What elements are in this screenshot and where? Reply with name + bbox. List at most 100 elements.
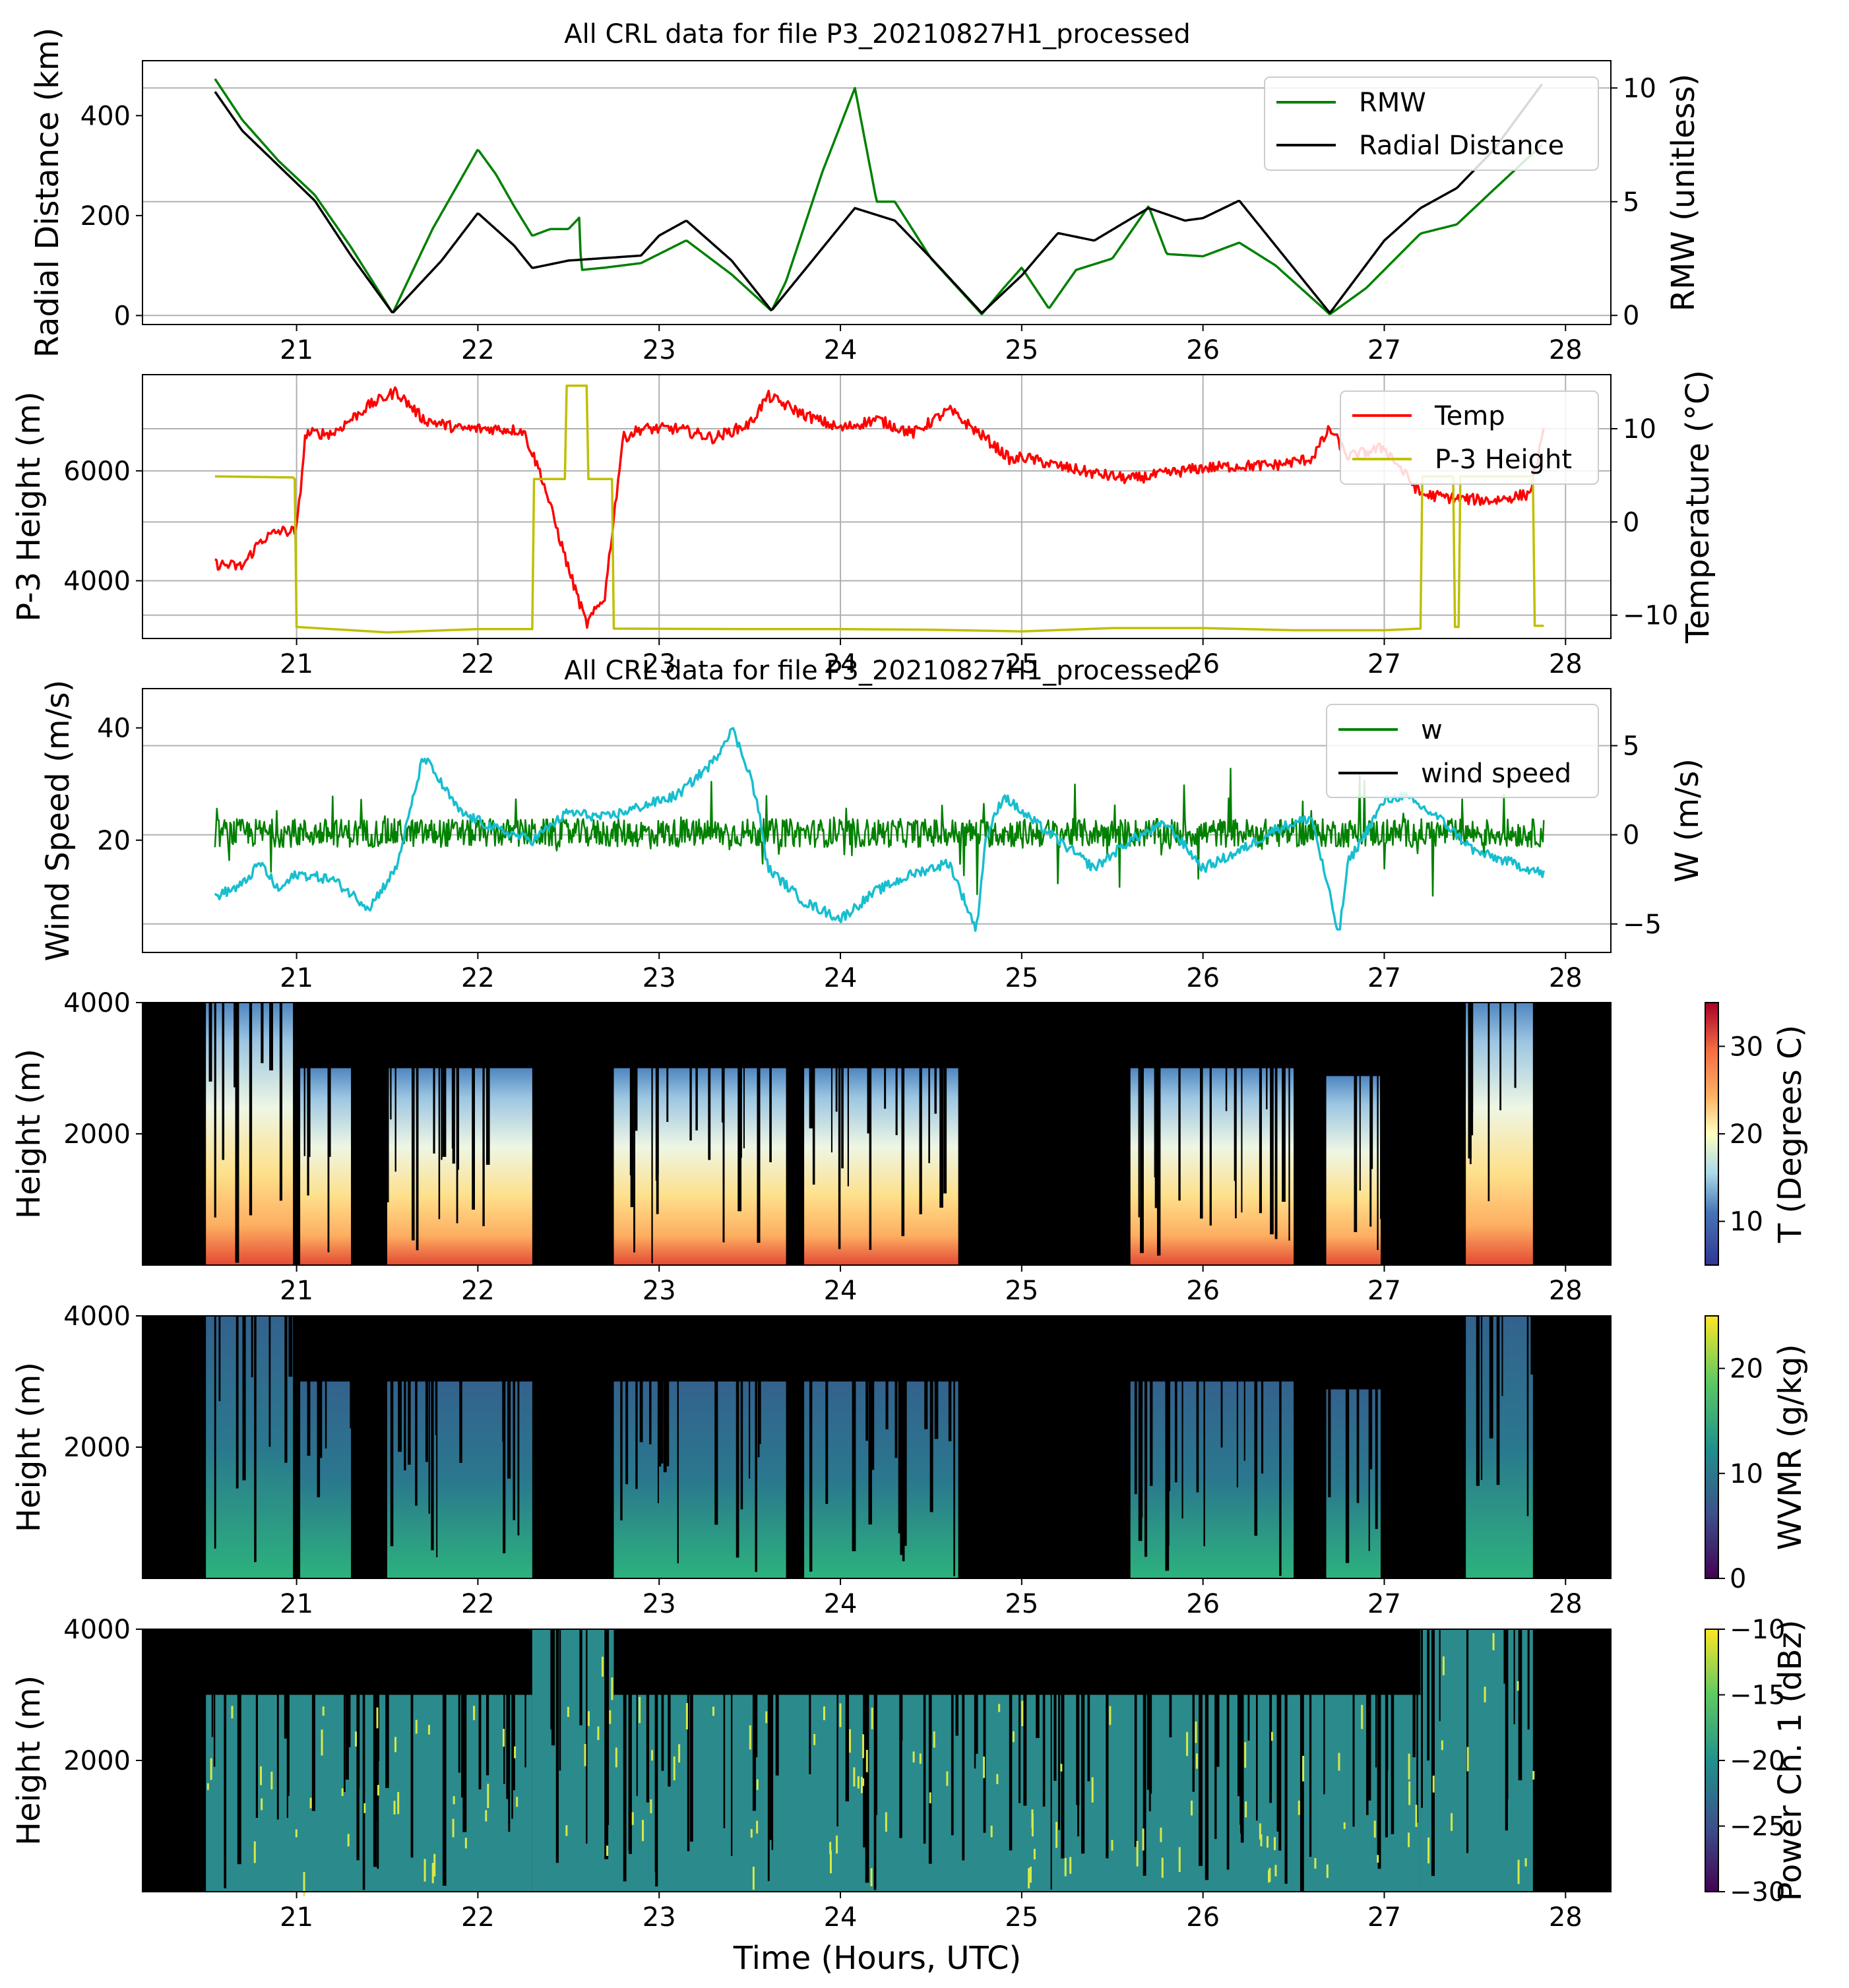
series-line-rmw xyxy=(214,78,1543,316)
curtain-dropout xyxy=(1377,1694,1381,1869)
curtain-dropout xyxy=(1427,1629,1430,1761)
curtain-dropout xyxy=(1514,1003,1517,1088)
curtain-dropout xyxy=(1061,1694,1065,1859)
curtain-dropout xyxy=(1501,1316,1503,1396)
curtain-dropout xyxy=(1009,1694,1013,1851)
curtain-dropout xyxy=(1205,1694,1209,1880)
colorbar-label: WVMR (g/kg) xyxy=(1772,1344,1809,1551)
curtain-dropout xyxy=(1255,1694,1258,1821)
curtain-dropout xyxy=(1323,1694,1325,1795)
curtain-dropout xyxy=(633,1068,636,1253)
curtain-dropout xyxy=(287,1694,290,1796)
curtain-dropout xyxy=(639,1381,643,1443)
curtain-speckle xyxy=(1338,1753,1340,1771)
colorbar xyxy=(1705,1002,1719,1266)
curtain-dropout xyxy=(517,1381,520,1536)
curtain-dropout xyxy=(442,1068,447,1157)
curtain-dropout xyxy=(1279,1381,1282,1576)
curtain-speckle xyxy=(1441,1740,1443,1751)
x-tick-labels: 21 22 23 24 25 26 27 28 xyxy=(280,1265,1583,1306)
curtain-speckle xyxy=(321,1729,323,1756)
curtain-speckle xyxy=(355,1731,358,1747)
curtain-dropout xyxy=(234,1003,237,1088)
curtain-dropout xyxy=(458,1694,460,1773)
curtain-dropout xyxy=(1416,1694,1418,1823)
curtain-speckle xyxy=(464,1838,467,1849)
curtain-speckle xyxy=(452,1818,454,1838)
curtain-dropout xyxy=(885,1381,889,1430)
curtain-speckle xyxy=(485,1810,487,1822)
curtain-dropout xyxy=(1439,1629,1441,1722)
curtain-dropout xyxy=(486,1068,490,1165)
curtain-speckle xyxy=(1060,1764,1063,1772)
curtain-speckle xyxy=(376,1707,379,1729)
curtain-dropout xyxy=(1154,1068,1158,1177)
right-tick-label: 0 xyxy=(1623,821,1639,851)
x-tick-labels: 21 22 23 24 25 26 27 28 xyxy=(280,1578,1583,1619)
x-tick-label: 26 xyxy=(1186,963,1220,993)
curtain-dropout xyxy=(1270,1068,1274,1235)
curtain-speckle xyxy=(1298,1800,1300,1815)
x-tick-label: 28 xyxy=(1549,1276,1583,1306)
curtain-dropout xyxy=(736,1381,739,1558)
panel-temp-p3-height: 21 22 23 24 25 26 27 28 4000 6000 −10 0 10 P-3 Hei… xyxy=(11,370,1716,679)
curtain-dropout xyxy=(425,1381,428,1462)
curtain-dropout xyxy=(255,1694,259,1818)
curtain-speckle xyxy=(1343,1822,1346,1829)
curtain-dropout xyxy=(1226,1694,1230,1870)
x-tick-label: 26 xyxy=(1186,1276,1220,1306)
curtain-speckle xyxy=(601,1656,604,1677)
curtain-speckle xyxy=(270,1771,273,1789)
curtain-dropout xyxy=(1203,1381,1205,1547)
x-tick-label: 25 xyxy=(1005,649,1038,679)
curtain-dropout xyxy=(660,1381,664,1464)
panel-wvmr-curtain: 21 22 23 24 25 26 27 28 2000 4000 Height (m) 0 10… xyxy=(11,1301,1809,1619)
curtain-dropout xyxy=(904,1381,907,1546)
left-tick-label: 0 xyxy=(114,301,131,331)
curtain-dropout xyxy=(1076,1694,1080,1805)
curtain-dropout xyxy=(1470,1003,1474,1136)
curtain-speckle xyxy=(206,1783,209,1790)
curtain-dropout xyxy=(898,1381,900,1534)
curtain-dropout xyxy=(356,1694,360,1861)
curtain-dropout xyxy=(900,1381,904,1555)
curtain-speckle xyxy=(678,1744,681,1763)
colorbar-label: Power Ch. 1 (dBz) xyxy=(1772,1620,1809,1902)
x-tick-label: 23 xyxy=(642,963,676,993)
x-tick-label: 21 xyxy=(280,1276,313,1306)
x-tick-label: 28 xyxy=(1549,335,1583,365)
curtain-dropout xyxy=(867,1068,871,1134)
y-axis-label: Height (m) xyxy=(11,1675,47,1846)
curtain-dropout xyxy=(559,1629,561,1771)
curtain-dropout xyxy=(769,1068,772,1163)
curtain-dropout xyxy=(759,1381,761,1444)
curtain-dropout xyxy=(1356,1389,1360,1503)
series-line-p-3-height xyxy=(214,384,1544,634)
curtain-speckle xyxy=(1466,1747,1469,1772)
x-tick-label: 28 xyxy=(1549,649,1583,679)
curtain-dropout xyxy=(362,1694,365,1890)
x-tick-labels: 21 22 23 24 25 26 27 28 xyxy=(280,952,1583,993)
curtain-speckle xyxy=(397,1791,400,1815)
curtain-dropout xyxy=(486,1694,489,1776)
curtain-dropout xyxy=(284,1316,288,1463)
curtain-block xyxy=(804,1068,958,1265)
curtain-block xyxy=(532,1629,614,1892)
curtain-speckle xyxy=(1373,1820,1376,1838)
curtain-dropout xyxy=(387,1068,389,1202)
curtain-dropout xyxy=(1269,1694,1272,1803)
curtain-dropout xyxy=(1266,1068,1268,1109)
curtain-dropout xyxy=(249,1003,253,1216)
x-tick-label: 25 xyxy=(1005,1276,1038,1306)
curtain-speckle xyxy=(415,1720,418,1734)
chart-title: All CRL data for file P3_20210827H1_proc… xyxy=(564,19,1191,49)
curtain-dropout xyxy=(276,1694,279,1820)
curtain-dropout xyxy=(868,1381,872,1525)
curtain-speckle xyxy=(260,1766,263,1786)
curtain-speckle xyxy=(996,1774,999,1784)
curtain-dropout xyxy=(871,1381,875,1470)
curtain-dropout xyxy=(677,1381,679,1564)
curtain-speckle xyxy=(848,1729,851,1753)
curtain-dropout xyxy=(714,1381,718,1525)
curtain-dropout xyxy=(508,1694,511,1832)
